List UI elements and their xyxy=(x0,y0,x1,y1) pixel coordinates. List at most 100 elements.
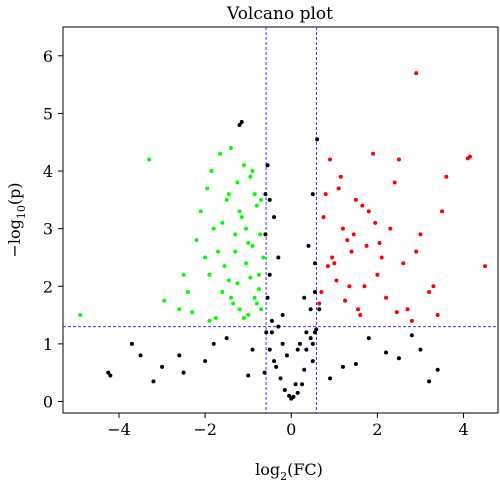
point-up xyxy=(343,298,348,303)
point-down xyxy=(252,192,257,197)
point-down xyxy=(250,243,255,248)
point-ns xyxy=(278,376,283,381)
point-up xyxy=(332,261,337,266)
point-down xyxy=(177,307,182,312)
point-ns xyxy=(308,307,313,312)
point-down xyxy=(246,313,251,318)
point-down xyxy=(241,315,246,320)
point-ns xyxy=(295,347,300,352)
point-down xyxy=(259,197,264,202)
point-down xyxy=(209,169,214,174)
point-ns xyxy=(314,327,319,332)
point-ns xyxy=(297,341,302,346)
point-ns xyxy=(302,367,307,372)
point-ns xyxy=(306,243,311,248)
y-tick-label: 0 xyxy=(43,392,53,411)
point-down xyxy=(252,295,257,300)
point-ns xyxy=(151,379,156,384)
point-down xyxy=(226,278,231,283)
point-up xyxy=(377,241,382,246)
data-points xyxy=(78,71,488,401)
x-tick-label: −2 xyxy=(193,420,217,439)
point-down xyxy=(220,290,225,295)
point-ns xyxy=(274,364,279,369)
point-up xyxy=(321,215,326,220)
y-tick-label: 5 xyxy=(43,104,53,123)
point-up xyxy=(468,154,473,159)
point-down xyxy=(256,272,261,277)
point-down xyxy=(226,192,231,197)
point-ns xyxy=(315,137,320,142)
point-up xyxy=(388,226,393,231)
point-up xyxy=(358,313,363,318)
point-up xyxy=(392,180,397,185)
y-tick-label: 2 xyxy=(43,277,53,296)
point-up xyxy=(431,284,436,289)
point-down xyxy=(231,301,236,306)
point-ns xyxy=(427,379,432,384)
point-down xyxy=(185,290,190,295)
point-down xyxy=(78,313,83,318)
point-ns xyxy=(177,353,182,358)
point-down xyxy=(233,249,238,254)
point-ns xyxy=(310,341,315,346)
point-ns xyxy=(129,341,134,346)
point-up xyxy=(364,243,369,248)
point-ns xyxy=(396,356,401,361)
point-up xyxy=(319,290,324,295)
point-down xyxy=(241,163,246,168)
point-up xyxy=(347,284,352,289)
point-down xyxy=(222,264,227,269)
point-ns xyxy=(312,290,317,295)
point-ns xyxy=(409,333,414,338)
point-down xyxy=(246,241,251,246)
point-up xyxy=(328,157,333,162)
point-ns xyxy=(250,347,255,352)
point-ns xyxy=(237,122,242,127)
point-ns xyxy=(276,324,281,329)
point-up xyxy=(325,264,330,269)
point-down xyxy=(190,310,195,315)
point-up xyxy=(435,313,440,318)
point-down xyxy=(254,301,259,306)
point-up xyxy=(427,290,432,295)
point-ns xyxy=(160,364,165,369)
point-down xyxy=(181,272,186,277)
point-up xyxy=(394,310,399,315)
point-down xyxy=(254,203,259,208)
point-up xyxy=(414,249,419,254)
point-down xyxy=(147,157,152,162)
point-ns xyxy=(280,341,285,346)
point-down xyxy=(244,261,249,266)
point-ns xyxy=(340,364,345,369)
point-up xyxy=(317,301,322,306)
point-ns xyxy=(181,370,186,375)
y-axis-label-suffix: (p) xyxy=(5,182,24,205)
point-up xyxy=(373,220,378,225)
point-down xyxy=(198,209,203,214)
point-down xyxy=(248,275,253,280)
point-down xyxy=(248,174,253,179)
point-down xyxy=(162,298,167,303)
point-ns xyxy=(300,382,305,387)
point-ns xyxy=(310,359,315,364)
point-ns xyxy=(211,341,216,346)
point-up xyxy=(379,255,384,260)
point-down xyxy=(213,315,218,320)
point-down xyxy=(207,318,212,323)
point-ns xyxy=(304,330,309,335)
point-up xyxy=(396,157,401,162)
point-up xyxy=(371,151,376,156)
point-up xyxy=(336,186,341,191)
point-ns xyxy=(302,295,307,300)
point-ns xyxy=(224,336,229,341)
point-up xyxy=(405,307,410,312)
point-up xyxy=(360,203,365,208)
point-down xyxy=(205,186,210,191)
point-ns xyxy=(276,255,281,260)
point-down xyxy=(250,169,255,174)
x-tick-label: 2 xyxy=(372,420,382,439)
point-down xyxy=(244,226,249,231)
point-ns xyxy=(272,359,277,364)
point-ns xyxy=(269,330,274,335)
